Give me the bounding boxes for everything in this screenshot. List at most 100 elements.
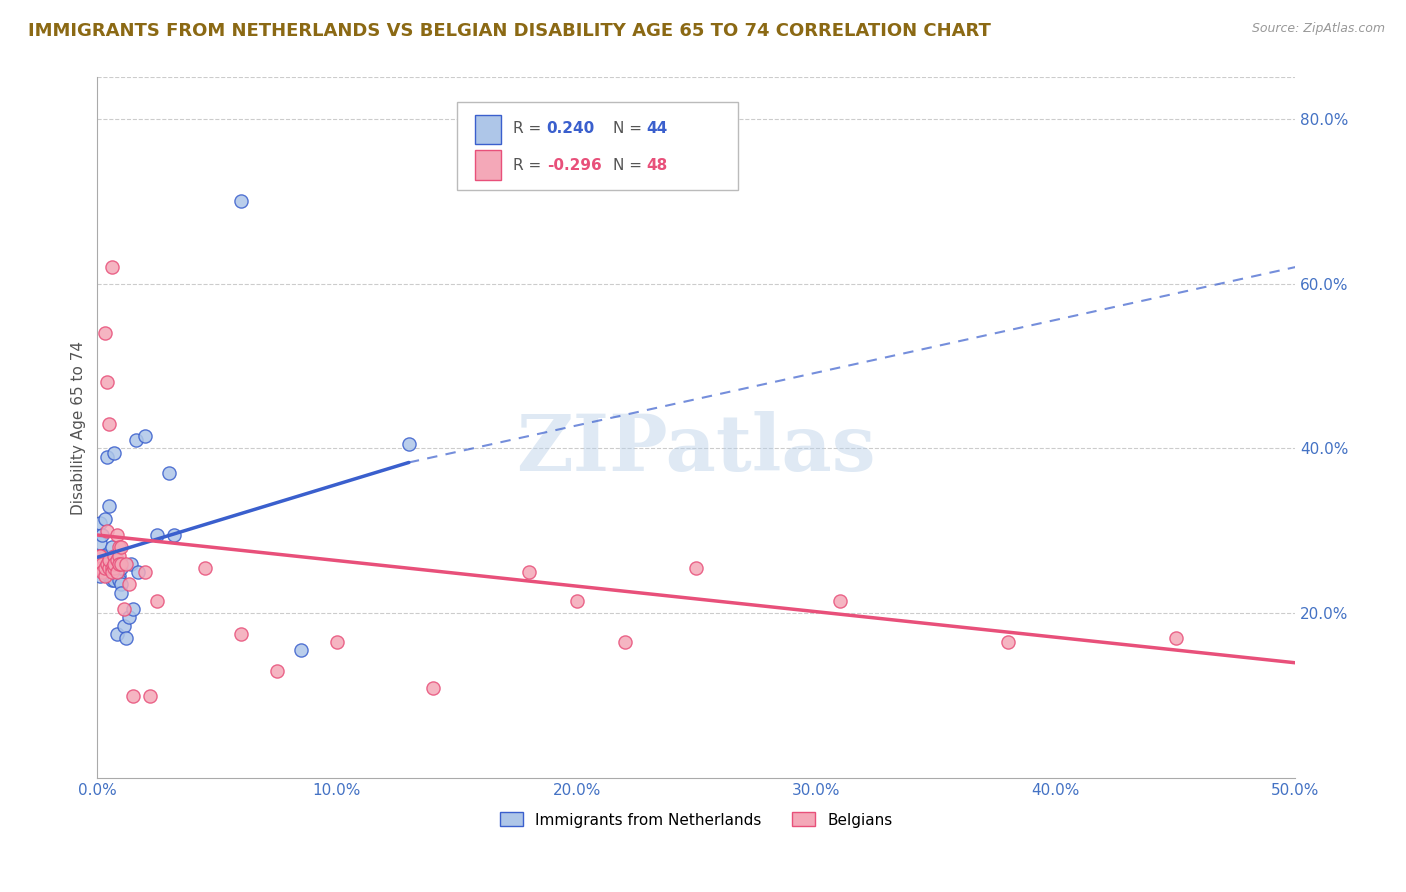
Point	[93, 565, 115, 579]
Point	[108, 557, 131, 571]
Point	[108, 557, 131, 571]
Point	[89, 549, 111, 563]
Point	[229, 627, 252, 641]
Point	[93, 326, 115, 340]
Point	[326, 635, 349, 649]
Point	[96, 450, 118, 464]
Point	[422, 681, 444, 695]
Point	[115, 631, 138, 645]
Text: 44: 44	[647, 120, 668, 136]
FancyBboxPatch shape	[457, 102, 738, 190]
Bar	[475, 115, 501, 145]
Point	[105, 553, 128, 567]
Point	[103, 557, 125, 571]
Point	[91, 565, 114, 579]
Text: 48: 48	[647, 158, 668, 173]
Point	[98, 569, 121, 583]
Point	[98, 553, 121, 567]
Point	[98, 499, 121, 513]
Point	[96, 557, 118, 571]
Point	[112, 618, 135, 632]
Point	[110, 541, 132, 555]
Point	[1164, 631, 1187, 645]
Point	[100, 260, 122, 274]
Point	[89, 549, 111, 563]
Point	[98, 557, 121, 571]
Point	[565, 594, 588, 608]
Point	[146, 528, 169, 542]
Point	[89, 569, 111, 583]
Text: -0.296: -0.296	[547, 158, 602, 173]
Point	[685, 561, 707, 575]
Point	[93, 561, 115, 575]
Point	[103, 561, 125, 575]
Point	[93, 569, 115, 583]
Point	[93, 511, 115, 525]
Point	[108, 549, 131, 563]
Point	[91, 557, 114, 571]
Point	[194, 561, 217, 575]
Text: R =: R =	[513, 120, 546, 136]
Point	[117, 610, 139, 624]
Legend: Immigrants from Netherlands, Belgians: Immigrants from Netherlands, Belgians	[494, 806, 898, 834]
Point	[110, 557, 132, 571]
Point	[89, 561, 111, 575]
Point	[108, 569, 131, 583]
Point	[139, 689, 162, 703]
Point	[105, 553, 128, 567]
Point	[100, 561, 122, 575]
Point	[100, 561, 122, 575]
Point	[103, 549, 125, 563]
Text: N =: N =	[613, 120, 647, 136]
Point	[96, 565, 118, 579]
Point	[96, 557, 118, 571]
Point	[105, 565, 128, 579]
Point	[117, 577, 139, 591]
Point	[122, 602, 145, 616]
Point	[89, 516, 111, 530]
Point	[93, 549, 115, 563]
Point	[105, 528, 128, 542]
Point	[108, 541, 131, 555]
Point	[100, 541, 122, 555]
Text: IMMIGRANTS FROM NETHERLANDS VS BELGIAN DISABILITY AGE 65 TO 74 CORRELATION CHART: IMMIGRANTS FROM NETHERLANDS VS BELGIAN D…	[28, 22, 991, 40]
Point	[613, 635, 636, 649]
Point	[91, 561, 114, 575]
Text: R =: R =	[513, 158, 546, 173]
Point	[110, 577, 132, 591]
Point	[91, 528, 114, 542]
Point	[105, 627, 128, 641]
Text: 0.240: 0.240	[547, 120, 595, 136]
Point	[108, 574, 131, 588]
Bar	[475, 150, 501, 179]
Point	[830, 594, 852, 608]
Point	[105, 565, 128, 579]
Point	[98, 417, 121, 431]
Point	[398, 437, 420, 451]
Point	[290, 643, 312, 657]
Point	[127, 565, 149, 579]
Y-axis label: Disability Age 65 to 74: Disability Age 65 to 74	[72, 341, 86, 515]
Point	[122, 689, 145, 703]
Point	[517, 565, 540, 579]
Point	[98, 561, 121, 575]
Point	[96, 524, 118, 538]
Point	[146, 594, 169, 608]
Point	[125, 433, 148, 447]
Text: Source: ZipAtlas.com: Source: ZipAtlas.com	[1251, 22, 1385, 36]
Text: ZIPatlas: ZIPatlas	[516, 411, 876, 487]
Point	[134, 565, 156, 579]
Text: N =: N =	[613, 158, 647, 173]
Point	[110, 585, 132, 599]
Point	[229, 194, 252, 208]
Point	[163, 528, 186, 542]
Point	[103, 445, 125, 459]
Point	[997, 635, 1019, 649]
Point	[103, 561, 125, 575]
Point	[115, 557, 138, 571]
Point	[103, 574, 125, 588]
Point	[89, 536, 111, 550]
Point	[120, 557, 142, 571]
Point	[266, 664, 288, 678]
Point	[91, 549, 114, 563]
